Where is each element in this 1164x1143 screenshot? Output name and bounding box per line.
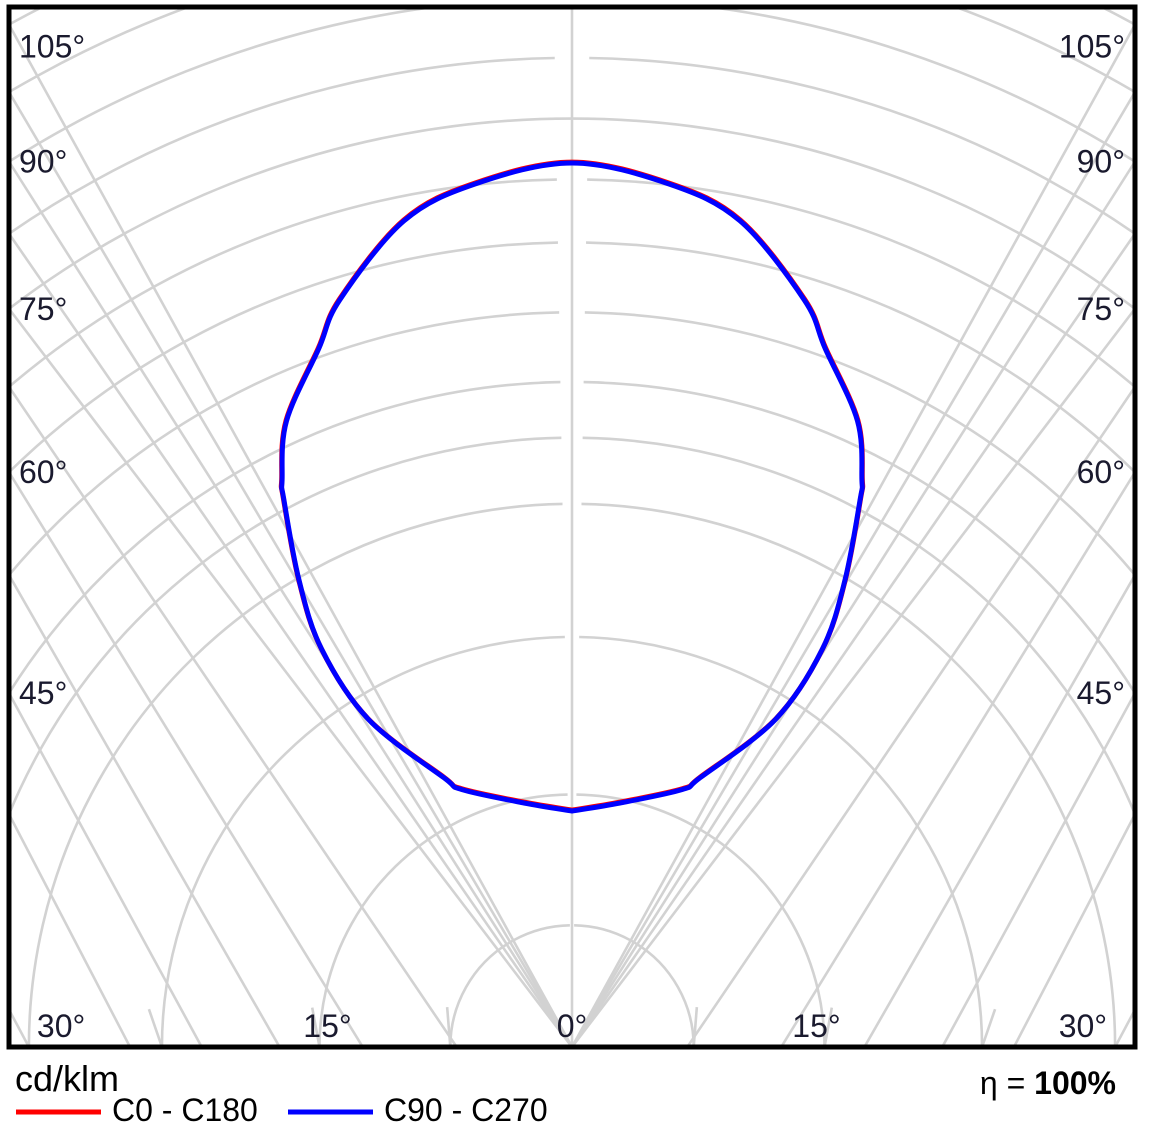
svg-text:η = 100%: η = 100%: [980, 1065, 1116, 1101]
svg-text:90°: 90°: [1077, 144, 1125, 180]
svg-text:cd/klm: cd/klm: [15, 1058, 119, 1099]
svg-text:45°: 45°: [19, 675, 67, 711]
svg-text:60°: 60°: [19, 454, 67, 490]
svg-text:105°: 105°: [19, 29, 85, 65]
svg-text:75°: 75°: [1077, 291, 1125, 327]
svg-text:0°: 0°: [557, 1008, 588, 1044]
svg-text:30°: 30°: [37, 1008, 85, 1044]
svg-text:C0 - C180: C0 - C180: [112, 1092, 258, 1128]
svg-text:90°: 90°: [19, 144, 67, 180]
svg-text:15°: 15°: [792, 1008, 840, 1044]
svg-text:15°: 15°: [303, 1008, 351, 1044]
svg-text:60°: 60°: [1077, 454, 1125, 490]
svg-text:30°: 30°: [1059, 1008, 1107, 1044]
svg-text:105°: 105°: [1059, 29, 1125, 65]
svg-text:75°: 75°: [19, 291, 67, 327]
svg-text:45°: 45°: [1077, 675, 1125, 711]
svg-text:C90 - C270: C90 - C270: [384, 1092, 548, 1128]
